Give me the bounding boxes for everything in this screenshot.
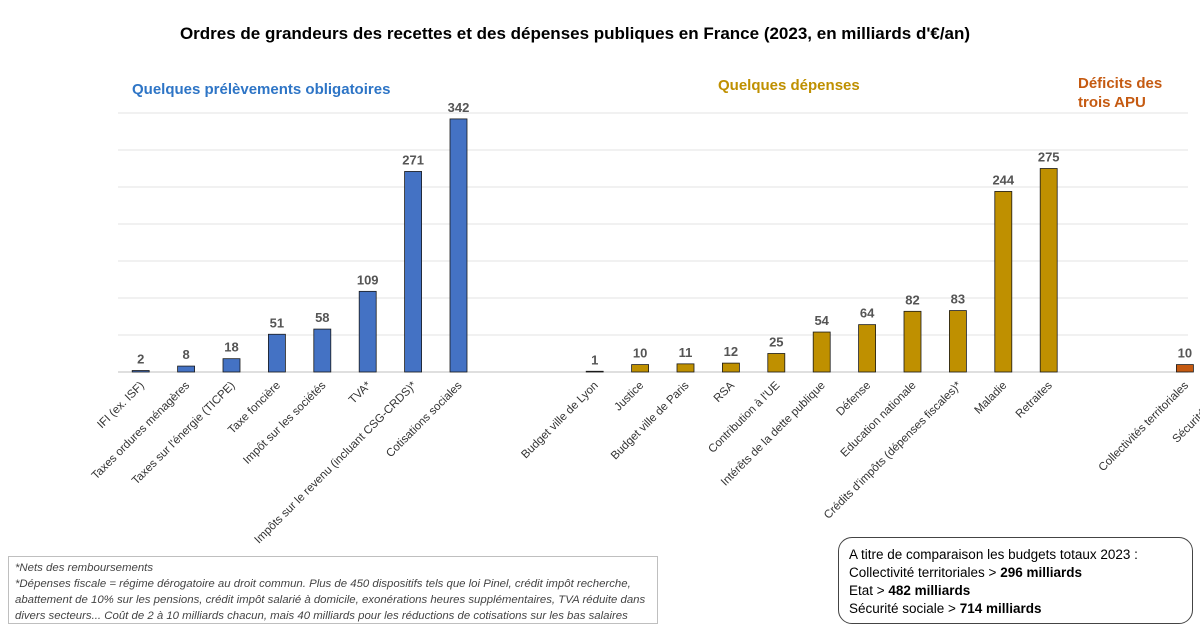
bar [1039, 168, 1058, 373]
bar [631, 364, 649, 373]
footnote-line-4: divers secteurs... Coût de 2 à 10 millia… [15, 610, 628, 622]
category-label: Impôts sur le revenu (incluant CSG-CRDS)… [253, 379, 420, 546]
category-labels: IFI (ex. ISF)Taxes ordures ménagèresTaxe… [90, 379, 1200, 546]
value-label: 342 [448, 100, 470, 115]
value-label: 18 [224, 340, 238, 355]
comparison-box: A titre de comparaison les budgets totau… [838, 537, 1193, 624]
value-label: 25 [769, 335, 783, 350]
value-label: 8 [182, 347, 189, 362]
category-label: Budget ville de Paris [609, 379, 692, 462]
bar [903, 310, 922, 373]
bars [131, 118, 1194, 373]
value-label: 271 [402, 152, 424, 167]
footnote-line-1: *Nets des remboursements [15, 562, 154, 574]
value-label: 54 [814, 313, 829, 328]
group-label-deficits-line2: trois APU [1078, 94, 1146, 111]
gridlines [118, 112, 1188, 373]
value-label: 1 [591, 352, 598, 367]
bar [767, 353, 786, 373]
bar [858, 324, 876, 373]
bar [131, 370, 150, 373]
value-label: 10 [1178, 346, 1192, 361]
bar [267, 333, 286, 373]
value-label: 83 [951, 292, 965, 307]
category-label: RSA [712, 379, 737, 404]
value-labels: 2 8 18 51 58 109 271 342 1 10 11 12 25 54 64 82 83 244 275… [137, 100, 1192, 367]
bar [358, 290, 377, 373]
group-label-deficits: Déficits des trois APU [1078, 74, 1162, 112]
category-label: Collectivités territoriales [1097, 379, 1192, 474]
category-label: Budget ville de Lyon [519, 380, 600, 461]
value-label: 10 [633, 346, 647, 361]
bar [1176, 364, 1194, 373]
comparison-row-etat: Etat > 482 milliards [849, 583, 971, 598]
bar [676, 363, 695, 373]
bar [812, 331, 831, 373]
bar [404, 171, 423, 373]
category-label: Défense [834, 380, 873, 419]
value-label: 275 [1038, 150, 1060, 165]
category-label: Education nationale [839, 380, 919, 460]
footnote-line-3: abattement de 10% sur les pensions, créd… [15, 594, 646, 606]
value-label: 12 [724, 344, 738, 359]
value-label: 82 [905, 292, 919, 307]
category-label: TVA* [347, 379, 374, 406]
category-label: Justice [612, 380, 646, 414]
value-label: 58 [315, 310, 329, 325]
group-label-prelevements: Quelques prélèvements obligatoires [132, 81, 391, 98]
category-label: Maladie [972, 380, 1009, 417]
comparison-intro: A titre de comparaison les budgets totau… [849, 547, 1138, 562]
chart-title: Ordres de grandeurs des recettes et des … [179, 24, 971, 43]
bar [313, 328, 332, 373]
value-label: 2 [137, 352, 144, 367]
footnote-box: *Nets des remboursements *Dépenses fisca… [8, 556, 658, 624]
category-label: Retraites [1014, 379, 1055, 420]
footnote-line-2: *Dépenses fiscale = régime dérogatoire a… [15, 578, 631, 590]
bar [222, 358, 241, 373]
group-label-deficits-line1: Déficits des [1078, 75, 1163, 92]
bar [449, 118, 468, 373]
category-label: Cotisations sociales [384, 379, 465, 460]
comparison-row-secu: Sécurité sociale > 714 milliards [849, 601, 1042, 616]
value-label: 244 [992, 172, 1014, 187]
bar [994, 191, 1013, 373]
category-label: Impôt sur les sociétés [241, 379, 328, 466]
bar [177, 365, 196, 373]
bar [585, 370, 604, 373]
value-label: 109 [357, 272, 379, 287]
bar-chart: 2 8 18 51 58 109 271 342 1 10 11 12 25 54 64 82 83 244 275… [90, 100, 1200, 546]
comparison-row-collectivites: Collectivité territoriales > 296 milliar… [849, 565, 1082, 580]
value-label: 64 [860, 306, 875, 321]
value-label: 51 [270, 315, 284, 330]
bar [722, 362, 740, 373]
bar [949, 310, 967, 373]
group-label-depenses: Quelques dépenses [718, 77, 860, 94]
value-label: 11 [679, 345, 693, 360]
